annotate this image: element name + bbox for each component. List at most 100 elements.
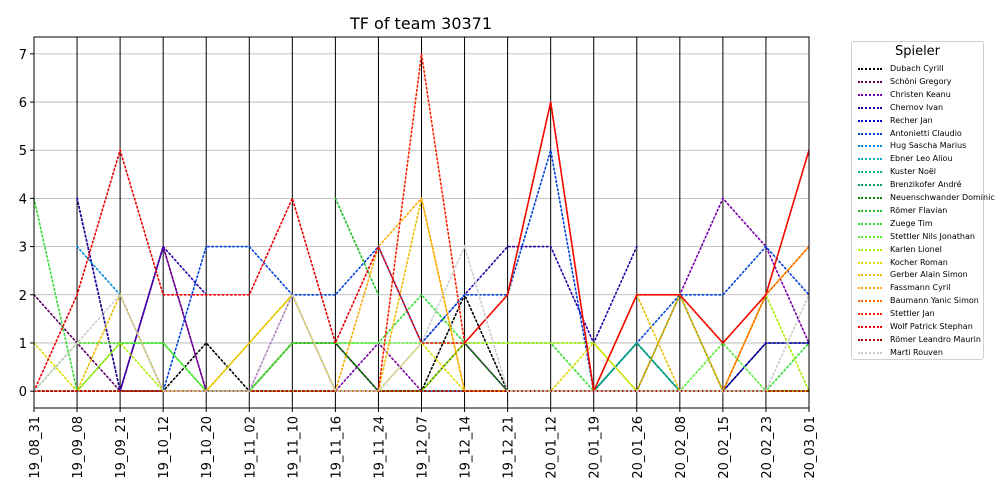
legend-item: Schöni Gregory: [852, 75, 983, 88]
legend-item: Antonietti Claudio: [852, 127, 983, 140]
legend-swatch: [858, 80, 882, 83]
legend-label: Gerber Alain Simon: [890, 270, 968, 280]
x-tick-label: 19_11_24: [372, 416, 387, 479]
legend-item: Marti Rouven: [852, 346, 983, 359]
legend-swatch: [858, 326, 882, 328]
legend-label: Zuege Tim: [890, 218, 933, 228]
legend-item: Chernov Ivan: [852, 101, 983, 114]
legend-swatch: [858, 261, 882, 264]
legend-swatch: [858, 300, 882, 303]
legend-label: Stettler Jan: [890, 309, 935, 319]
legend-swatch: [858, 93, 882, 96]
series-line: [33, 101, 810, 394]
legend-swatch: [858, 313, 882, 316]
x-tick-label: 19_10_12: [157, 416, 172, 479]
legend-swatch: [858, 119, 882, 122]
legend-item: Zuege Tim: [852, 217, 983, 230]
legend-label: Ebner Leo Aliou: [890, 154, 953, 164]
legend-swatch: [858, 287, 882, 290]
legend-label: Fassmann Cyril: [890, 283, 951, 293]
legend: Spieler Dubach Cyrill Schöni Gregory Chris…: [851, 41, 995, 360]
x-tick-label: 20_01_26: [631, 416, 646, 479]
legend-item: Karlen Lionel: [852, 243, 983, 256]
legend-swatch: [858, 338, 882, 341]
legend-item: Recher Jan: [852, 114, 983, 127]
series-lines: [33, 53, 810, 395]
x-tick-label: 20_01_19: [588, 416, 603, 479]
legend-label: Kocher Roman: [890, 257, 948, 267]
legend-swatch: [858, 235, 882, 238]
legend-item: Baumann Yanic Simon: [852, 294, 983, 307]
legend-label: Christen Keanu: [890, 89, 951, 99]
legend-item: Fassmann Cyril: [852, 281, 983, 294]
legend-swatch: [858, 222, 882, 225]
x-tick-label: 20_02_15: [717, 416, 732, 479]
legend-item: Römer Leandro Maurin: [852, 333, 983, 346]
legend-label: Marti Rouven: [890, 347, 943, 357]
y-tick-label: 3: [19, 241, 27, 256]
legend-item: Wolf Patrick Stephan: [852, 320, 983, 333]
legend-item: Kuster Noël: [852, 165, 983, 178]
legend-item: Brenzikofer André: [852, 178, 983, 191]
legend-item: Römer Flavian: [852, 204, 983, 217]
legend-label: Wolf Patrick Stephan: [890, 322, 973, 331]
legend-label: Neuenschwander Dominic: [890, 193, 995, 202]
legend-swatch: [858, 351, 882, 354]
legend-item: Ebner Leo Aliou: [852, 152, 983, 165]
legend-swatch: [858, 248, 882, 251]
legend-item: Hug Sascha Marius: [852, 139, 983, 152]
x-tick-label: 20_02_08: [674, 416, 689, 479]
x-tick-label: 19_10_20: [200, 416, 215, 479]
legend-swatch: [858, 145, 882, 148]
legend-swatch: [858, 274, 882, 277]
x-tick-label: 19_12_21: [502, 416, 517, 479]
legend-label: Stettler Nils Jonathan: [890, 231, 975, 241]
legend-label: Römer Flavian: [890, 205, 948, 215]
x-tick-label: 19_12_07: [416, 416, 431, 479]
series-line: [33, 244, 810, 392]
legend-swatch: [858, 184, 882, 187]
legend-item: Kocher Roman: [852, 256, 983, 269]
x-tick-label: 19_12_14: [459, 416, 474, 479]
legend-swatch: [858, 106, 882, 109]
legend-label: Dubach Cyrill: [890, 64, 944, 73]
legend-label: Recher Jan: [890, 115, 933, 125]
legend-label: Brenzikofer André: [890, 180, 962, 190]
legend-swatch: [858, 209, 882, 212]
legend-label: Baumann Yanic Simon: [890, 296, 979, 306]
legend-item: Dubach Cyrill: [852, 62, 983, 75]
legend-item: Stettler Jan: [852, 307, 983, 320]
legend-item: Christen Keanu: [852, 88, 983, 101]
x-tick-label: 19_09_08: [71, 416, 86, 479]
x-tick-label: 19_09_21: [114, 416, 129, 479]
x-tick-label: 20_02_23: [760, 416, 775, 479]
legend-swatch: [858, 171, 882, 174]
legend-swatch: [858, 158, 882, 161]
x-tick-label: 20_03_01: [803, 416, 818, 479]
legend-label: Schöni Gregory: [890, 76, 952, 86]
legend-title: Spieler: [894, 44, 941, 59]
legend-swatch: [858, 132, 882, 135]
legend-label: Chernov Ivan: [890, 102, 944, 112]
y-tick-label: 5: [19, 144, 27, 159]
x-tick-label: 19_11_10: [286, 416, 301, 479]
legend-label: Römer Leandro Maurin: [890, 334, 981, 344]
chart-title: TF of team 30371: [349, 14, 492, 33]
legend-swatch: [858, 197, 882, 199]
legend-label: Antonietti Claudio: [890, 128, 962, 138]
y-tick-label: 6: [19, 96, 27, 111]
legend-label: Kuster Noël: [890, 167, 936, 177]
legend-label: Karlen Lionel: [890, 244, 942, 254]
x-tick-label: 20_01_12: [545, 416, 560, 479]
y-tick-label: 2: [19, 289, 27, 304]
legend-label: Hug Sascha Marius: [890, 141, 967, 151]
y-tick-label: 0: [19, 385, 27, 400]
axes: 0 1 2 3 4 5 6 7 19_08_31 19_09_08 19_09_21 19_10_12…: [19, 48, 818, 479]
legend-item: Stettler Nils Jonathan: [852, 230, 983, 243]
x-tick-label: 19_08_31: [28, 416, 43, 479]
legend-item: Neuenschwander Dominic: [852, 191, 995, 204]
x-tick-label: 19_11_16: [329, 416, 344, 479]
y-tick-label: 1: [19, 337, 27, 352]
y-tick-label: 7: [19, 48, 27, 63]
